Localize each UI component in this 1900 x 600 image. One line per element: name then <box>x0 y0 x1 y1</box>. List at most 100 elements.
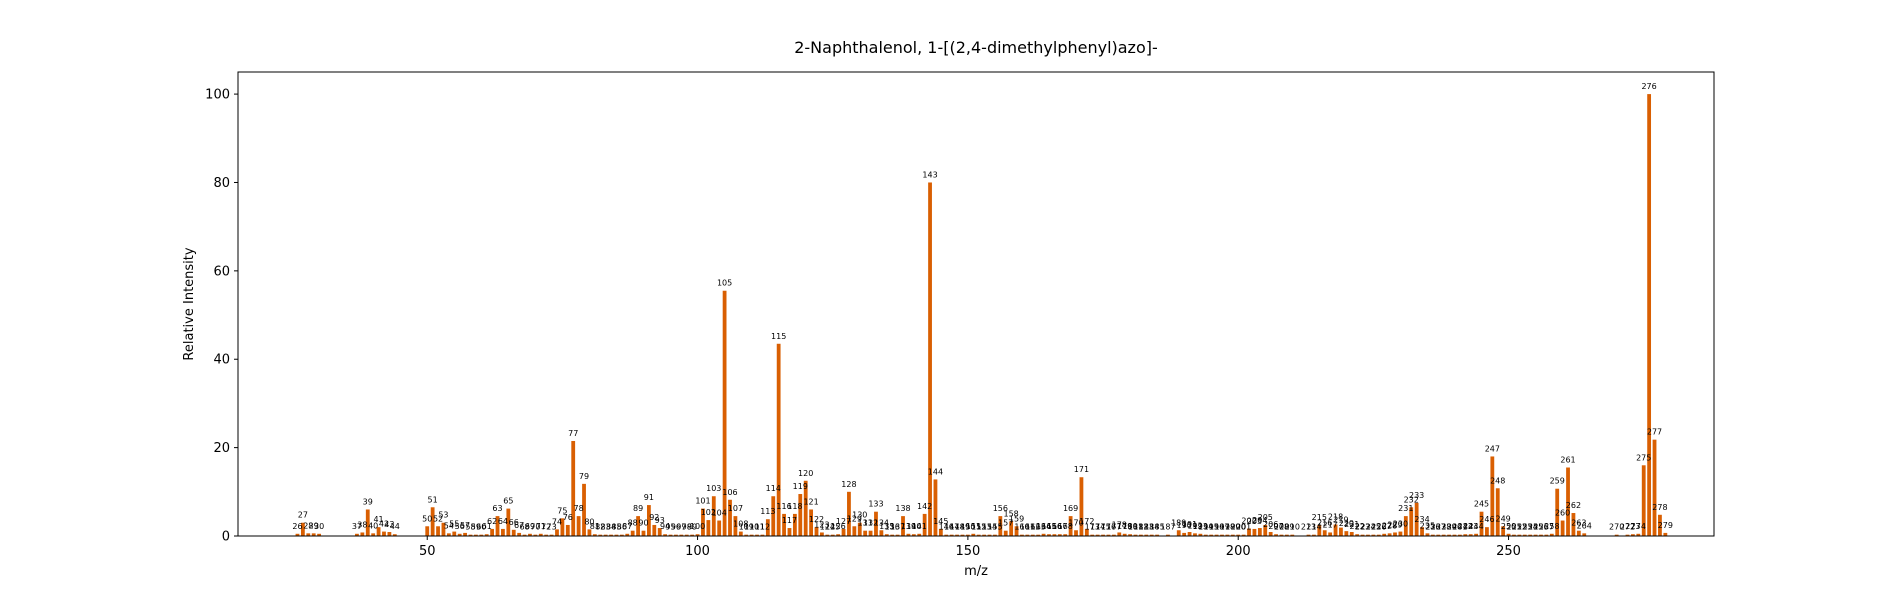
peak-bar-201 <box>1241 534 1246 536</box>
peak-label-97: 97 <box>676 523 686 532</box>
peak-bar-233 <box>1414 502 1419 536</box>
peak-label-218: 218 <box>1328 513 1343 522</box>
peak-label-99: 99 <box>687 523 697 532</box>
peak-label-69: 69 <box>525 522 535 531</box>
peak-label-126: 126 <box>830 522 845 531</box>
peak-bar-152 <box>976 534 981 536</box>
peak-bar-245 <box>1479 511 1484 536</box>
peak-bar-230 <box>1398 531 1403 536</box>
peak-label-157: 157 <box>998 519 1013 528</box>
peak-bar-116 <box>782 513 786 536</box>
peak-label-108: 108 <box>733 520 748 529</box>
peak-bar-75 <box>560 518 565 536</box>
peak-label-117: 117 <box>782 516 797 525</box>
peak-label-93: 93 <box>655 516 665 525</box>
peak-label-128: 128 <box>841 480 856 489</box>
peak-bar-134 <box>879 530 884 536</box>
peak-label-238: 238 <box>1436 523 1451 532</box>
peak-bar-166 <box>1052 534 1057 536</box>
peak-bar-162 <box>1030 534 1035 536</box>
peak-bar-121 <box>809 509 813 536</box>
peak-bar-206 <box>1268 532 1273 536</box>
peak-bar-54 <box>446 533 451 536</box>
peak-bar-183 <box>1144 534 1149 536</box>
peak-label-249: 249 <box>1496 514 1511 523</box>
peak-label-254: 254 <box>1523 523 1538 532</box>
peak-bar-80 <box>587 529 592 536</box>
peak-label-236: 236 <box>1425 523 1440 532</box>
peak-label-142: 142 <box>917 502 932 511</box>
peak-label-114: 114 <box>766 484 781 493</box>
y-tick-label: 80 <box>213 176 230 191</box>
peak-bar-252 <box>1517 534 1522 536</box>
peak-label-182: 182 <box>1133 523 1148 532</box>
peak-bar-235 <box>1425 533 1430 536</box>
peak-bar-77 <box>571 440 576 536</box>
peak-bar-187 <box>1166 534 1170 536</box>
peak-bar-153 <box>982 534 987 536</box>
peak-label-264: 264 <box>1577 521 1592 530</box>
peak-label-92: 92 <box>649 513 659 522</box>
peak-bar-67 <box>517 532 522 536</box>
peak-label-194: 194 <box>1198 523 1213 532</box>
peak-label-160: 160 <box>1014 523 1029 532</box>
peak-bar-72 <box>544 534 549 536</box>
y-tick-label: 40 <box>213 353 230 368</box>
peak-bar-236 <box>1430 534 1435 536</box>
peak-bar-199 <box>1230 534 1235 536</box>
peak-bar-94 <box>663 534 668 536</box>
peak-label-155: 155 <box>987 523 1002 532</box>
peak-bar-194 <box>1203 534 1208 536</box>
peak-label-94: 94 <box>660 522 670 531</box>
peak-label-244: 244 <box>1468 522 1483 531</box>
peak-bar-97 <box>679 534 684 536</box>
x-tick-label: 50 <box>419 544 436 559</box>
peak-bar-161 <box>1025 534 1030 536</box>
peak-label-224: 224 <box>1360 523 1375 532</box>
peak-bar-277 <box>1652 439 1657 536</box>
peak-label-175: 175 <box>1095 523 1110 532</box>
peak-label-237: 237 <box>1431 523 1446 532</box>
peak-label-29: 29 <box>309 521 319 530</box>
peak-bar-89 <box>636 516 640 536</box>
peak-bar-78 <box>576 516 581 536</box>
peak-bar-38 <box>360 532 365 536</box>
peak-bar-125 <box>830 534 835 536</box>
peak-label-129: 129 <box>847 514 862 523</box>
peak-bar-251 <box>1512 534 1516 536</box>
peak-bar-126 <box>836 534 841 536</box>
peak-bar-234 <box>1420 527 1424 536</box>
peak-label-202: 202 <box>1241 516 1256 525</box>
peak-label-206: 206 <box>1263 520 1278 529</box>
peak-label-257: 257 <box>1539 523 1554 532</box>
peak-bar-272 <box>1625 534 1630 536</box>
peak-label-195: 195 <box>1204 523 1219 532</box>
peak-label-181: 181 <box>1128 523 1143 532</box>
peak-label-63: 63 <box>492 504 502 513</box>
peak-label-112: 112 <box>755 523 770 532</box>
peak-bar-205 <box>1263 524 1268 536</box>
peak-bar-51 <box>430 507 435 536</box>
peak-label-174: 174 <box>1090 523 1105 532</box>
peak-label-210: 210 <box>1285 523 1300 532</box>
peak-label-143: 143 <box>922 170 937 179</box>
peak-label-64: 64 <box>498 517 508 526</box>
peak-label-169: 169 <box>1063 504 1078 513</box>
peak-bar-142 <box>922 513 927 536</box>
peak-bar-214 <box>1312 534 1316 536</box>
peak-label-38: 38 <box>357 520 367 529</box>
peak-label-140: 140 <box>906 522 921 531</box>
peak-label-58: 58 <box>465 523 475 532</box>
peak-bar-160 <box>1020 534 1024 536</box>
peak-bar-58 <box>468 534 473 536</box>
peak-label-170: 170 <box>1068 518 1083 527</box>
peak-label-199: 199 <box>1225 523 1240 532</box>
peak-bar-128 <box>847 491 851 536</box>
peak-bar-255 <box>1533 534 1538 536</box>
peak-label-162: 162 <box>1025 523 1040 532</box>
peak-bar-117 <box>787 528 792 536</box>
peak-label-88: 88 <box>628 519 638 528</box>
peak-label-53: 53 <box>438 511 448 520</box>
peak-bar-84 <box>609 534 613 536</box>
peak-label-73: 73 <box>546 523 556 532</box>
